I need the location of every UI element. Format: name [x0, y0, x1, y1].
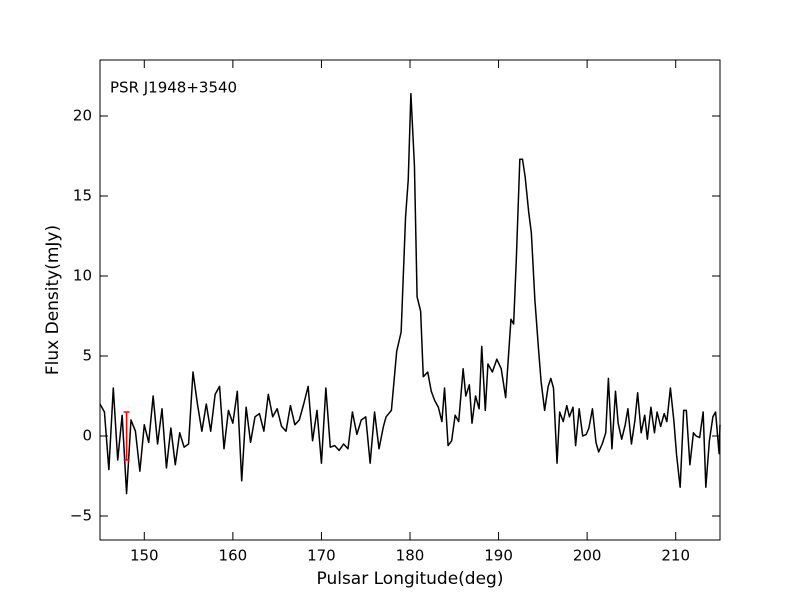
y-tick-label: 10 — [73, 267, 92, 285]
line-series — [99, 92, 721, 495]
plot-frame — [99, 59, 721, 541]
x-tick-label: 150 — [130, 547, 159, 565]
x-tick-label: 180 — [396, 547, 425, 565]
error-bar — [123, 411, 130, 461]
y-tick-label: 20 — [73, 107, 92, 125]
x-tick-label: 210 — [661, 547, 690, 565]
x-tick-label: 170 — [307, 547, 336, 565]
y-tick-label: 15 — [73, 187, 92, 205]
x-tick-label: 200 — [573, 547, 602, 565]
x-tick-label: 190 — [484, 547, 513, 565]
y-tick-label: 5 — [82, 347, 92, 365]
x-tick-label: 160 — [219, 547, 248, 565]
y-axis-label: Flux Density(mJy) — [43, 225, 63, 375]
y-tick-label: 0 — [82, 427, 92, 445]
annotation: PSR J1948+3540 — [110, 79, 237, 97]
y-tick-label: −5 — [70, 507, 92, 525]
x-axis-label: Pulsar Longitude(deg) — [317, 569, 504, 589]
